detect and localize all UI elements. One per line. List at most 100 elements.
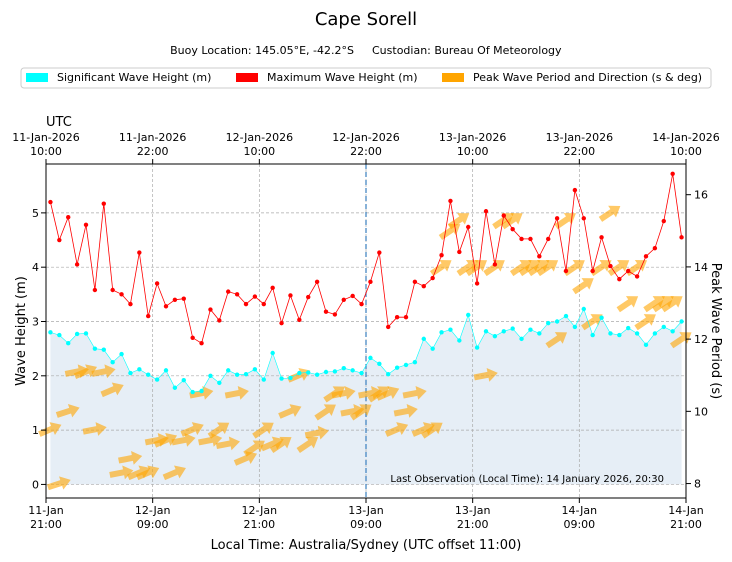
buoy-location: Buoy Location: 145.05°E, -42.2°S <box>170 44 354 57</box>
maximum-wave-point <box>492 262 498 267</box>
maximum-wave-point <box>519 236 524 242</box>
maximum-wave-point <box>154 281 160 286</box>
y-tick-label-left: 4 <box>32 261 39 274</box>
legend-label-significant: Significant Wave Height (m) <box>57 71 211 84</box>
maximum-wave-point <box>661 218 666 224</box>
last-observation: Last Observation (Local Time): 14 Januar… <box>390 474 664 485</box>
period-direction-arrow <box>572 278 594 295</box>
period-direction-arrow <box>252 422 274 439</box>
legend: Significant Wave Height (m) Maximum Wave… <box>20 67 712 89</box>
significant-wave-point <box>572 324 578 330</box>
y-tick-label-left: 3 <box>32 315 39 328</box>
x-tick-label-bottom-date: 11-Jan <box>28 504 64 517</box>
maximum-wave-point <box>208 307 213 312</box>
period-direction-arrow <box>554 213 576 230</box>
maximum-wave-point <box>421 283 426 289</box>
maximum-wave-point <box>386 324 391 330</box>
maximum-wave-point <box>146 313 151 319</box>
maximum-wave-point <box>270 285 275 291</box>
x-tick-label-top-time: 22:00 <box>137 145 169 158</box>
significant-wave-point <box>270 350 275 356</box>
significant-wave-point <box>626 325 631 331</box>
x-tick-label-bottom-date: 13-Jan <box>348 504 384 517</box>
period-direction-arrow <box>207 422 230 439</box>
maximum-wave-point <box>368 279 373 285</box>
period-direction-arrow <box>296 436 319 453</box>
maximum-wave-point <box>119 292 124 297</box>
period-direction-arrow <box>598 205 621 222</box>
significant-wave-point <box>323 369 329 375</box>
period-direction-arrow <box>518 259 541 277</box>
period-direction-arrow <box>447 213 470 230</box>
significant-wave-point <box>341 366 346 371</box>
significant-wave-point <box>403 362 409 368</box>
significant-wave-point <box>234 372 240 377</box>
significant-wave-point <box>492 333 498 339</box>
y-axis-label-left: Wave Height (m) <box>14 276 29 386</box>
legend-swatch-maximum <box>236 73 258 82</box>
significant-wave-point <box>679 319 684 324</box>
period-direction-arrow <box>38 422 62 437</box>
x-tick-label-top-date: 13-Jan-2026 <box>439 131 507 144</box>
significant-wave-point <box>181 377 186 383</box>
x-tick-label-top-time: 10:00 <box>670 145 702 158</box>
period-direction-arrow <box>180 422 204 437</box>
maximum-wave-point <box>163 304 169 309</box>
x-tick-label-bottom-date: 14-Jan <box>668 504 704 517</box>
significant-wave-point <box>243 371 249 377</box>
maximum-wave-point <box>652 245 658 251</box>
significant-wave-point <box>421 336 426 342</box>
period-direction-arrow <box>304 425 329 440</box>
period-direction-arrow <box>233 451 258 466</box>
significant-wave-point <box>83 331 89 336</box>
maximum-wave-point <box>599 235 604 240</box>
maximum-wave-point <box>439 253 444 258</box>
maximum-wave-point <box>501 213 506 218</box>
maximum-wave-point <box>563 268 569 274</box>
maximum-wave-point <box>279 320 284 326</box>
x-tick-label-bottom-time: 09:00 <box>563 518 595 531</box>
maximum-wave-point <box>403 314 409 320</box>
y-tick-label-left: 1 <box>32 424 39 437</box>
significant-wave-point <box>314 372 320 377</box>
x-tick-label-bottom-time: 21:00 <box>30 518 62 531</box>
legend-swatch-period <box>442 73 464 82</box>
maximum-wave-point <box>626 268 631 274</box>
period-direction-arrow <box>501 213 523 230</box>
significant-wave-point <box>208 373 213 379</box>
period-direction-arrow <box>643 296 665 313</box>
y-tick-label-left: 2 <box>32 370 39 383</box>
significant-wave-point <box>483 329 489 334</box>
significant-wave-point <box>110 360 115 365</box>
legend-swatch-significant <box>26 73 48 82</box>
significant-wave-point <box>466 312 471 318</box>
maximum-wave-point <box>483 209 489 214</box>
significant-wave-point <box>430 346 435 351</box>
maximum-wave-point <box>48 199 53 205</box>
x-tick-label-bottom-time: 21:00 <box>243 518 275 531</box>
maximum-wave-point <box>128 301 133 307</box>
y-tick-label-right: 12 <box>694 333 708 346</box>
period-direction-arrow <box>118 451 143 465</box>
maximum-wave-point <box>617 276 622 282</box>
maximum-wave-point <box>314 279 320 285</box>
maximum-wave-point <box>297 317 302 323</box>
x-tick-label-bottom-date: 14-Jan <box>562 504 598 517</box>
maximum-wave-point <box>634 274 640 279</box>
x-tick-label-top-date: 12-Jan-2026 <box>226 131 294 144</box>
y-tick-label-right: 10 <box>694 405 708 418</box>
period-direction-arrow <box>91 364 116 379</box>
period-direction-arrow <box>421 422 443 439</box>
significant-wave-point <box>581 306 586 312</box>
significant-wave-point <box>217 380 222 386</box>
period-direction-arrow <box>536 259 559 277</box>
maximum-wave-point <box>670 171 675 176</box>
maximum-wave-point <box>190 335 195 340</box>
significant-wave-point <box>101 347 106 352</box>
maximum-wave-point <box>101 201 106 206</box>
period-direction-arrow <box>473 367 498 382</box>
maximum-wave-point <box>466 224 471 230</box>
significant-wave-point <box>172 385 178 390</box>
x-tick-label-bottom-date: 13-Jan <box>455 504 491 517</box>
period-direction-arrow <box>82 422 107 436</box>
